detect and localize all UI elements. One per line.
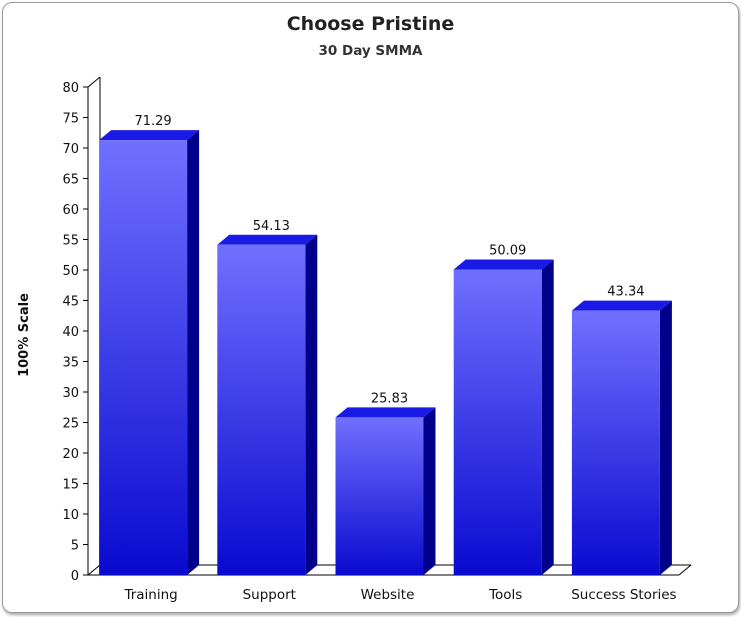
bar-top [571, 300, 672, 311]
bar-top [99, 130, 200, 141]
bar-side [541, 259, 554, 575]
bar [453, 269, 542, 575]
x-tick-label: Training [123, 587, 177, 603]
bar-side [659, 300, 672, 575]
y-tick-label: 50 [62, 264, 79, 279]
wall-top-edge [87, 76, 101, 88]
chart-subtitle: 30 Day SMMA [318, 43, 423, 59]
floor-edge-right [678, 564, 692, 576]
x-tick-label: Tools [488, 587, 522, 603]
bar [571, 310, 660, 575]
bar [335, 417, 424, 575]
bar-top [335, 407, 436, 418]
y-tick-label: 20 [62, 447, 79, 462]
x-tick-label: Support [243, 587, 296, 603]
data-label: 71.29 [134, 114, 171, 129]
data-label: 50.09 [489, 243, 526, 258]
x-tick-label: Success Stories [571, 587, 676, 603]
y-tick-label: 65 [62, 173, 79, 188]
y-tick-label: 5 [71, 539, 79, 554]
bar-side [305, 234, 318, 575]
y-tick-label: 75 [62, 112, 79, 127]
data-label: 54.13 [253, 219, 290, 234]
y-tick-label: 15 [62, 478, 79, 493]
x-tick-label: Website [361, 587, 415, 603]
y-tick-label: 40 [62, 325, 79, 340]
y-tick-label: 10 [62, 508, 79, 523]
bar [217, 244, 306, 575]
floor-edge-left [87, 564, 101, 576]
bar-top [453, 259, 554, 270]
data-label: 43.34 [607, 285, 644, 300]
y-tick-label: 45 [62, 295, 79, 310]
y-tick-label: 35 [62, 356, 79, 371]
y-tick-label: 55 [62, 234, 79, 249]
bar-chart: 0 5 10 15 20 25 30 35 40 45 50 55 60 65 70 75 80 71.29 Tra… [62, 76, 692, 603]
y-tick-label: 60 [62, 203, 79, 218]
bar-side [423, 407, 436, 575]
y-tick-label: 0 [71, 569, 79, 584]
y-tick-label: 80 [62, 81, 79, 96]
data-label: 25.83 [371, 391, 408, 406]
y-tick-label: 70 [62, 142, 79, 157]
bar [99, 140, 188, 576]
bar-side [187, 130, 200, 576]
chart-title: Choose Pristine [286, 13, 455, 35]
y-tick-label: 25 [62, 417, 79, 432]
bar-top [217, 234, 318, 245]
y-tick-label: 30 [62, 386, 79, 401]
